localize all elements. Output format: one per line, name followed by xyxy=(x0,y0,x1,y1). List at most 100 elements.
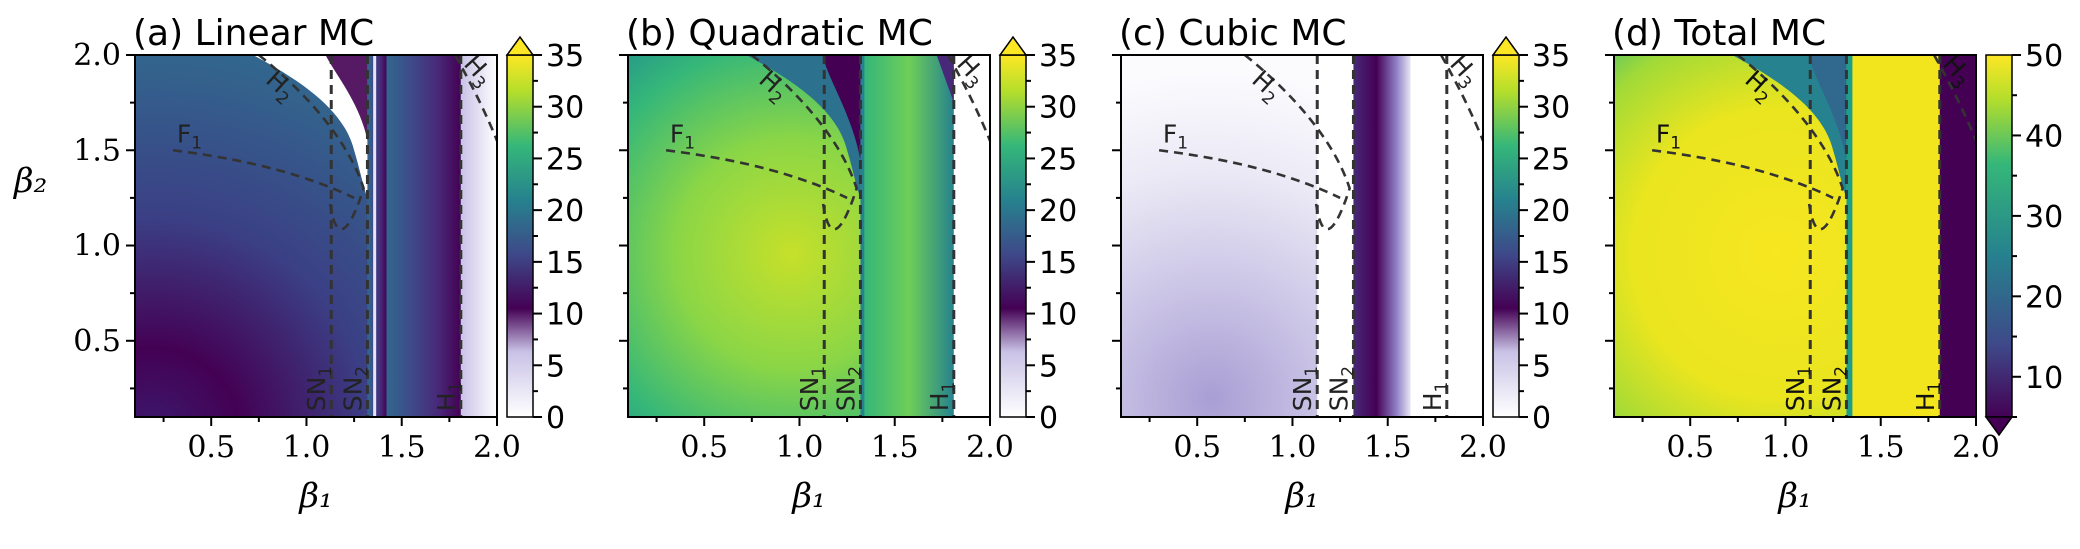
colorbar-fill xyxy=(1985,54,2013,418)
label-sn1: SN1 xyxy=(795,366,829,411)
curve-h2 xyxy=(1737,53,1844,231)
curve-f1 xyxy=(1158,148,1341,200)
colorbar-fill xyxy=(999,54,1027,418)
region-dark-sn xyxy=(822,55,861,160)
colorbar-tick-label: 20 xyxy=(2025,280,2063,315)
region-h2 xyxy=(1732,55,1847,198)
colorbar-extend-max xyxy=(505,35,535,56)
region-mid xyxy=(1852,55,1940,417)
y-tick-label: 0.5 xyxy=(73,324,121,359)
x-tick-label: 1.5 xyxy=(378,430,426,465)
region-sn-white xyxy=(1317,55,1354,417)
colorbar-tick-label: 20 xyxy=(1532,194,1570,229)
colorbar-tick-label: 30 xyxy=(1039,91,1077,126)
plot-frame xyxy=(1613,54,1977,418)
label-sn1: SN1 xyxy=(1781,366,1815,411)
plot-frame xyxy=(627,54,991,418)
curve-h2 xyxy=(1244,53,1351,231)
colorbar-tick-label: 5 xyxy=(1039,349,1058,384)
colorbar-tick-label: 35 xyxy=(1039,39,1077,74)
colorbar-tick-label: 15 xyxy=(1039,246,1077,281)
x-tick-label: 1.0 xyxy=(283,430,331,465)
curve-f1 xyxy=(172,148,355,200)
curve-h3 xyxy=(1439,54,1485,142)
curve-h3 xyxy=(946,54,992,142)
label-f1: F1 xyxy=(177,120,202,154)
colorbar-tick-label: 10 xyxy=(1039,298,1077,333)
curve-h3 xyxy=(1932,54,1978,142)
label-f1: F1 xyxy=(1656,120,1681,154)
region-mid xyxy=(386,55,461,417)
colorbar-tick-label: 20 xyxy=(1039,194,1077,229)
panel-title: (c) Cubic MC xyxy=(1119,13,1347,54)
region-h2 xyxy=(746,55,861,198)
panel-title: (d) Total MC xyxy=(1612,13,1826,54)
colorbar-tick-label: 40 xyxy=(2025,119,2063,154)
label-sn2: SN2 xyxy=(1817,366,1851,411)
label-h1: H1 xyxy=(925,382,959,412)
label-h1: H1 xyxy=(1911,382,1945,412)
colorbar-tick-label: 0 xyxy=(546,401,565,436)
heatmap-area xyxy=(1614,55,1976,417)
label-sn2: SN2 xyxy=(831,366,865,411)
x-tick-label: 2.0 xyxy=(473,430,521,465)
x-axis-label: β₁ xyxy=(297,476,332,516)
x-tick-label: 1.5 xyxy=(871,430,919,465)
y-axis-label: β₂ xyxy=(12,161,47,201)
x-tick-label: 2.0 xyxy=(1952,430,2000,465)
colorbar-tick-label: 20 xyxy=(546,194,584,229)
label-f1: F1 xyxy=(670,120,695,154)
colorbar-extend-min xyxy=(1984,416,2014,437)
x-axis-label: β₁ xyxy=(1776,476,1811,516)
x-tick-label: 1.5 xyxy=(1364,430,1412,465)
region-sn xyxy=(1808,55,1847,160)
label-f1: F1 xyxy=(1163,120,1188,154)
colorbar: 0 5 10 15 20 25 30 35 xyxy=(505,35,584,436)
curve-f1 xyxy=(1651,148,1834,200)
panel-title: (a) Linear MC xyxy=(133,13,374,54)
region-white-h2 xyxy=(253,55,368,198)
x-tick-label: 2.0 xyxy=(966,430,1014,465)
colorbar-fill xyxy=(506,54,534,418)
label-sn2: SN2 xyxy=(1324,366,1358,411)
colorbar-tick-label: 0 xyxy=(1532,401,1551,436)
region-h1-right xyxy=(953,55,990,417)
y-tick-label: 1.0 xyxy=(73,229,121,264)
region-sn2-line xyxy=(1846,55,1853,417)
colorbar: 0 5 10 15 20 25 30 35 xyxy=(998,35,1077,436)
x-axis-label: β₁ xyxy=(790,476,825,516)
colorbar-tick-label: 35 xyxy=(546,39,584,74)
panel-title: (b) Quadratic MC xyxy=(626,13,933,54)
region-dark-strip xyxy=(1353,55,1411,417)
colorbar-tick-label: 35 xyxy=(1532,39,1570,74)
x-tick-label: 0.5 xyxy=(1173,430,1221,465)
region-h3-dark xyxy=(936,55,954,103)
colorbar-tick-label: 30 xyxy=(2025,200,2063,235)
plot-frame xyxy=(1120,54,1484,418)
curve-f1 xyxy=(665,148,848,200)
label-sn2: SN2 xyxy=(338,366,372,411)
colorbar: 10 20 30 40 50 xyxy=(1984,39,2063,437)
label-h1: H1 xyxy=(1418,382,1452,412)
region-sn2-line xyxy=(860,55,865,417)
region-sn2-strip xyxy=(367,55,387,417)
colorbar-extend-max xyxy=(998,35,1028,56)
colorbar-extend-max xyxy=(1491,35,1521,56)
region-white-line xyxy=(373,55,377,417)
colorbar-tick-label: 5 xyxy=(1532,349,1551,384)
colorbar-tick-label: 50 xyxy=(2025,39,2063,74)
x-tick-label: 1.0 xyxy=(776,430,824,465)
colorbar-tick-label: 10 xyxy=(2025,361,2063,396)
plot-frame xyxy=(134,54,498,418)
colorbar-tick-label: 0 xyxy=(1039,401,1058,436)
colorbar-tick-label: 25 xyxy=(1039,142,1077,177)
x-tick-label: 0.5 xyxy=(680,430,728,465)
y-tick-label: 2.0 xyxy=(73,38,121,73)
x-tick-label: 1.0 xyxy=(1762,430,1810,465)
